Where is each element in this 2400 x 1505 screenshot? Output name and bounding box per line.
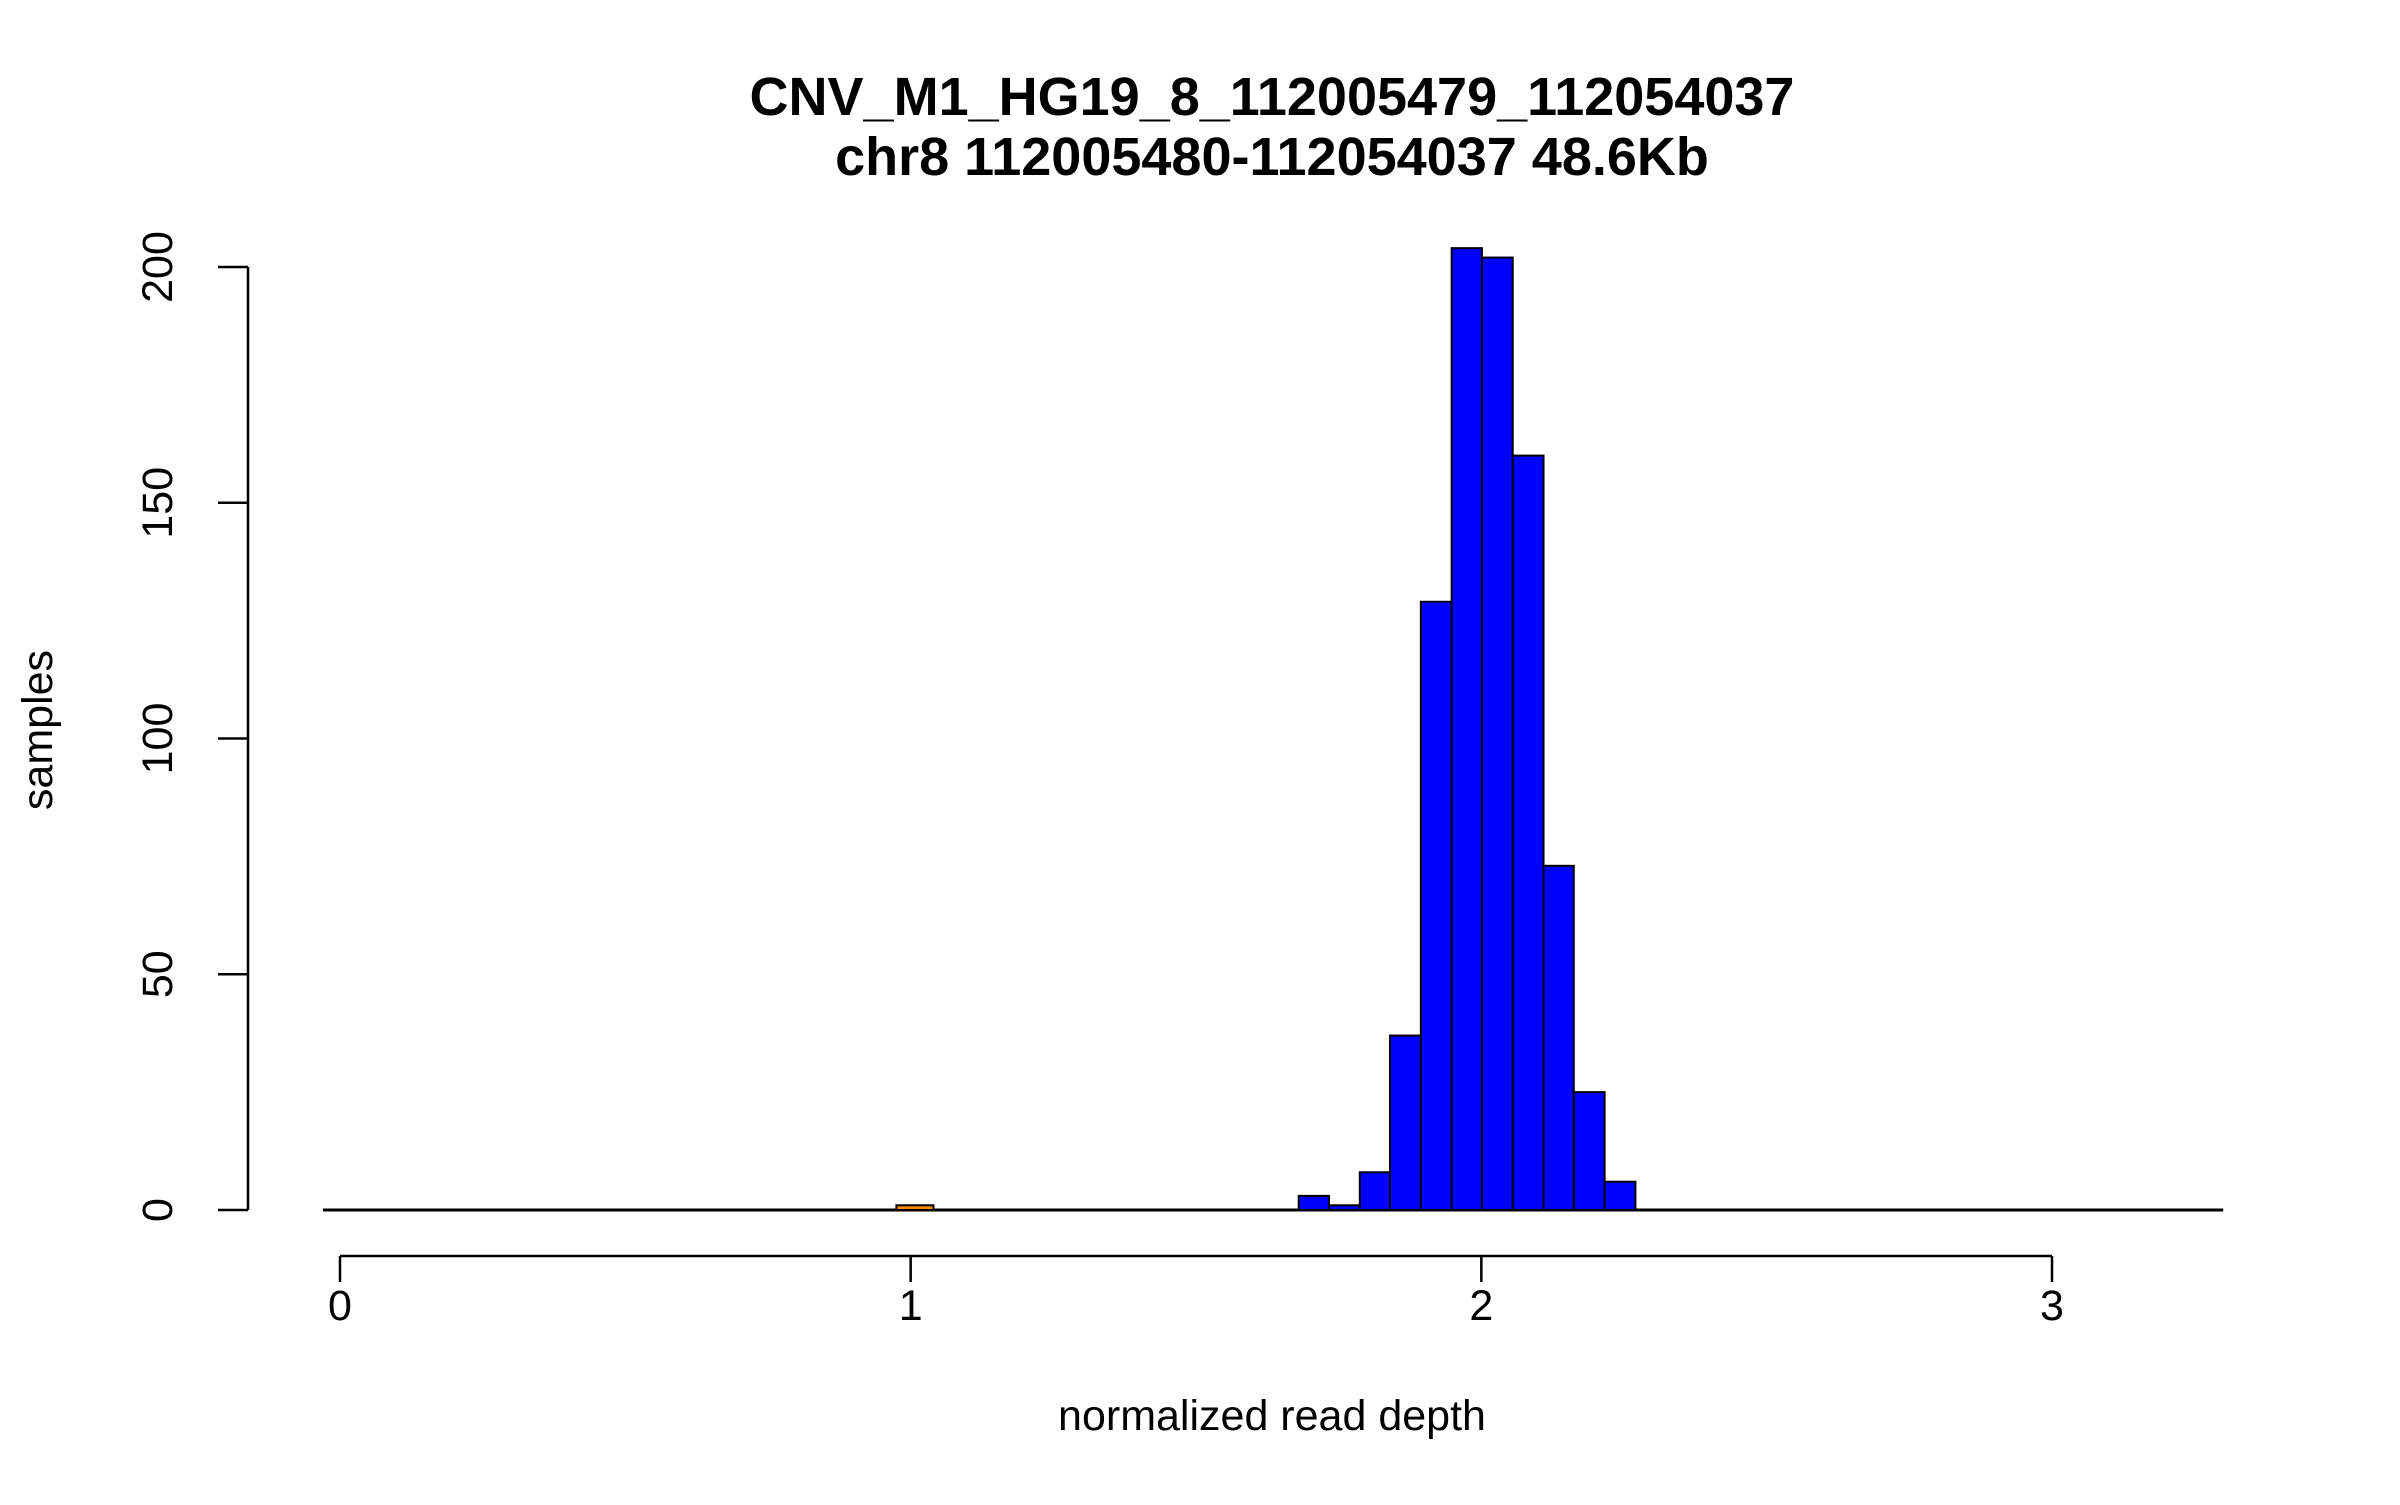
histogram-bar-7 [1480, 256, 1514, 1211]
histogram-bar-10 [1572, 1091, 1606, 1211]
histogram-bar-8 [1511, 454, 1545, 1212]
plot-area: 0 50 100 150 200 0 1 2 3 [134, 231, 2224, 1330]
histogram-bar-4 [1389, 1034, 1422, 1212]
y-tick-label-150: 150 [134, 467, 182, 539]
histogram-bar-outlier [895, 1204, 935, 1212]
histogram-bar-5 [1419, 600, 1453, 1211]
histogram-bar-1 [1297, 1194, 1330, 1211]
x-tick-label-1: 1 [899, 1282, 923, 1330]
chart-title: CNV_M1_HG19_8_112005479_112054037 [750, 67, 1795, 127]
x-tick-label-0: 0 [328, 1282, 352, 1330]
y-tick-label-0: 0 [134, 1198, 182, 1222]
y-axis-label: samples [14, 650, 62, 810]
x-tick-label-3: 3 [2040, 1282, 2064, 1330]
histogram-bar-9 [1542, 864, 1575, 1211]
histogram-bar-6 [1450, 247, 1483, 1211]
histogram-bar-11 [1603, 1180, 1637, 1211]
y-tick-label-100: 100 [134, 703, 182, 775]
histogram-bar-2 [1327, 1204, 1361, 1212]
y-tick-label-200: 200 [134, 231, 182, 303]
histogram-bar-3 [1358, 1171, 1392, 1212]
y-tick-label-50: 50 [134, 950, 182, 998]
chart-subtitle: chr8 112005480-112054037 48.6Kb [835, 127, 1709, 187]
x-tick-label-2: 2 [1469, 1282, 1493, 1330]
x-axis-label: normalized read depth [1058, 1392, 1486, 1440]
